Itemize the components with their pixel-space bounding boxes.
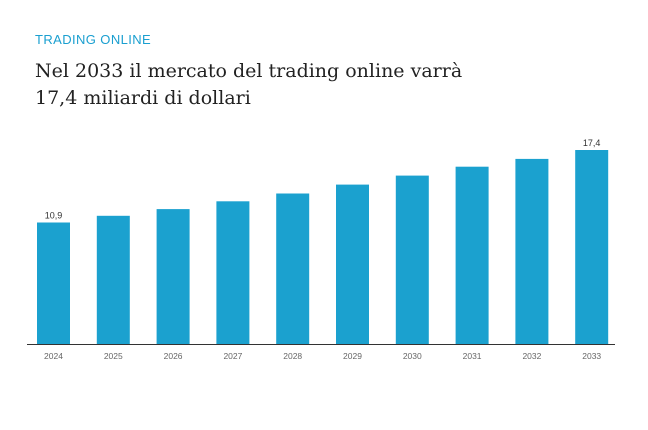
- x-tick-label-2028: 2028: [283, 351, 302, 361]
- bar-2030: [395, 175, 429, 344]
- chart-kicker: TRADING ONLINE: [35, 32, 152, 47]
- x-tick-label-2024: 2024: [44, 351, 63, 361]
- bar-2032: [515, 158, 549, 344]
- x-tick-label-2032: 2032: [522, 351, 541, 361]
- bar-2027: [216, 201, 250, 344]
- x-tick-label-2033: 2033: [582, 351, 601, 361]
- x-tick-label-2029: 2029: [343, 351, 362, 361]
- bar-2026: [156, 209, 190, 344]
- bar-2033: [575, 150, 609, 344]
- chart-title: Nel 2033 il mercato del trading online v…: [35, 58, 615, 112]
- x-tick-label-2026: 2026: [164, 351, 183, 361]
- data-label-2024: 10,9: [45, 211, 63, 221]
- chart-title-line-1: Nel 2033 il mercato del trading online v…: [35, 60, 463, 82]
- x-tick-label-2025: 2025: [104, 351, 123, 361]
- x-tick-label-2027: 2027: [223, 351, 242, 361]
- x-tick-label-2031: 2031: [463, 351, 482, 361]
- bar-2024: [37, 222, 70, 344]
- bar-2028: [276, 193, 310, 344]
- chart-title-line-2: 17,4 miliardi di dollari: [35, 87, 251, 109]
- bar-2025: [96, 215, 130, 344]
- bar-2029: [336, 184, 369, 344]
- data-label-2033: 17,4: [583, 138, 601, 148]
- bar-2031: [455, 166, 489, 344]
- x-tick-label-2030: 2030: [403, 351, 422, 361]
